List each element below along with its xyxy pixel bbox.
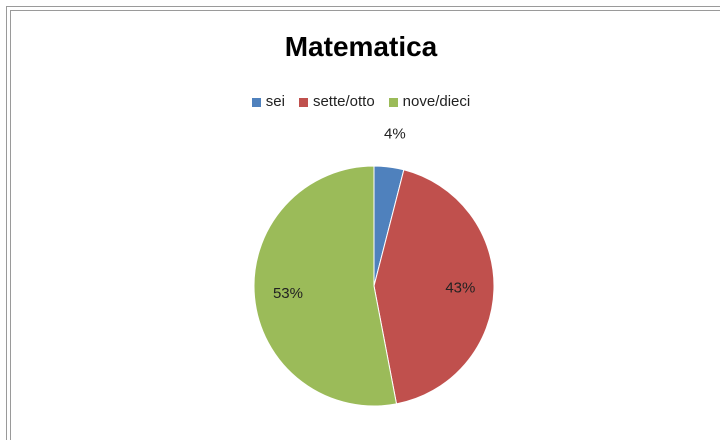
- legend-item-sette-otto: sette/otto: [298, 92, 375, 112]
- pie-slice-nove-dieci: [253, 165, 398, 407]
- chart-legend: sei sette/otto nove/dieci: [0, 92, 722, 112]
- data-label-sei: 4%: [384, 126, 406, 143]
- legend-swatch-nove-dieci: [388, 97, 398, 107]
- data-label-sette-otto: 43%: [445, 280, 475, 297]
- legend-label-sette-otto: sette/otto: [312, 93, 375, 110]
- pie-slice-sette-otto: [373, 169, 495, 405]
- legend-swatch-sette-otto: [298, 97, 308, 107]
- chart-title: Matematica: [284, 31, 438, 62]
- legend-label-nove-dieci: nove/dieci: [402, 93, 471, 110]
- legend-label-sei: sei: [265, 93, 285, 110]
- legend-swatch-sei: [251, 97, 261, 107]
- data-label-nove-dieci: 53%: [273, 285, 303, 302]
- legend-item-sei: sei: [251, 92, 285, 112]
- legend-item-nove-dieci: nove/dieci: [388, 92, 471, 112]
- outer-frame: [6, 6, 720, 440]
